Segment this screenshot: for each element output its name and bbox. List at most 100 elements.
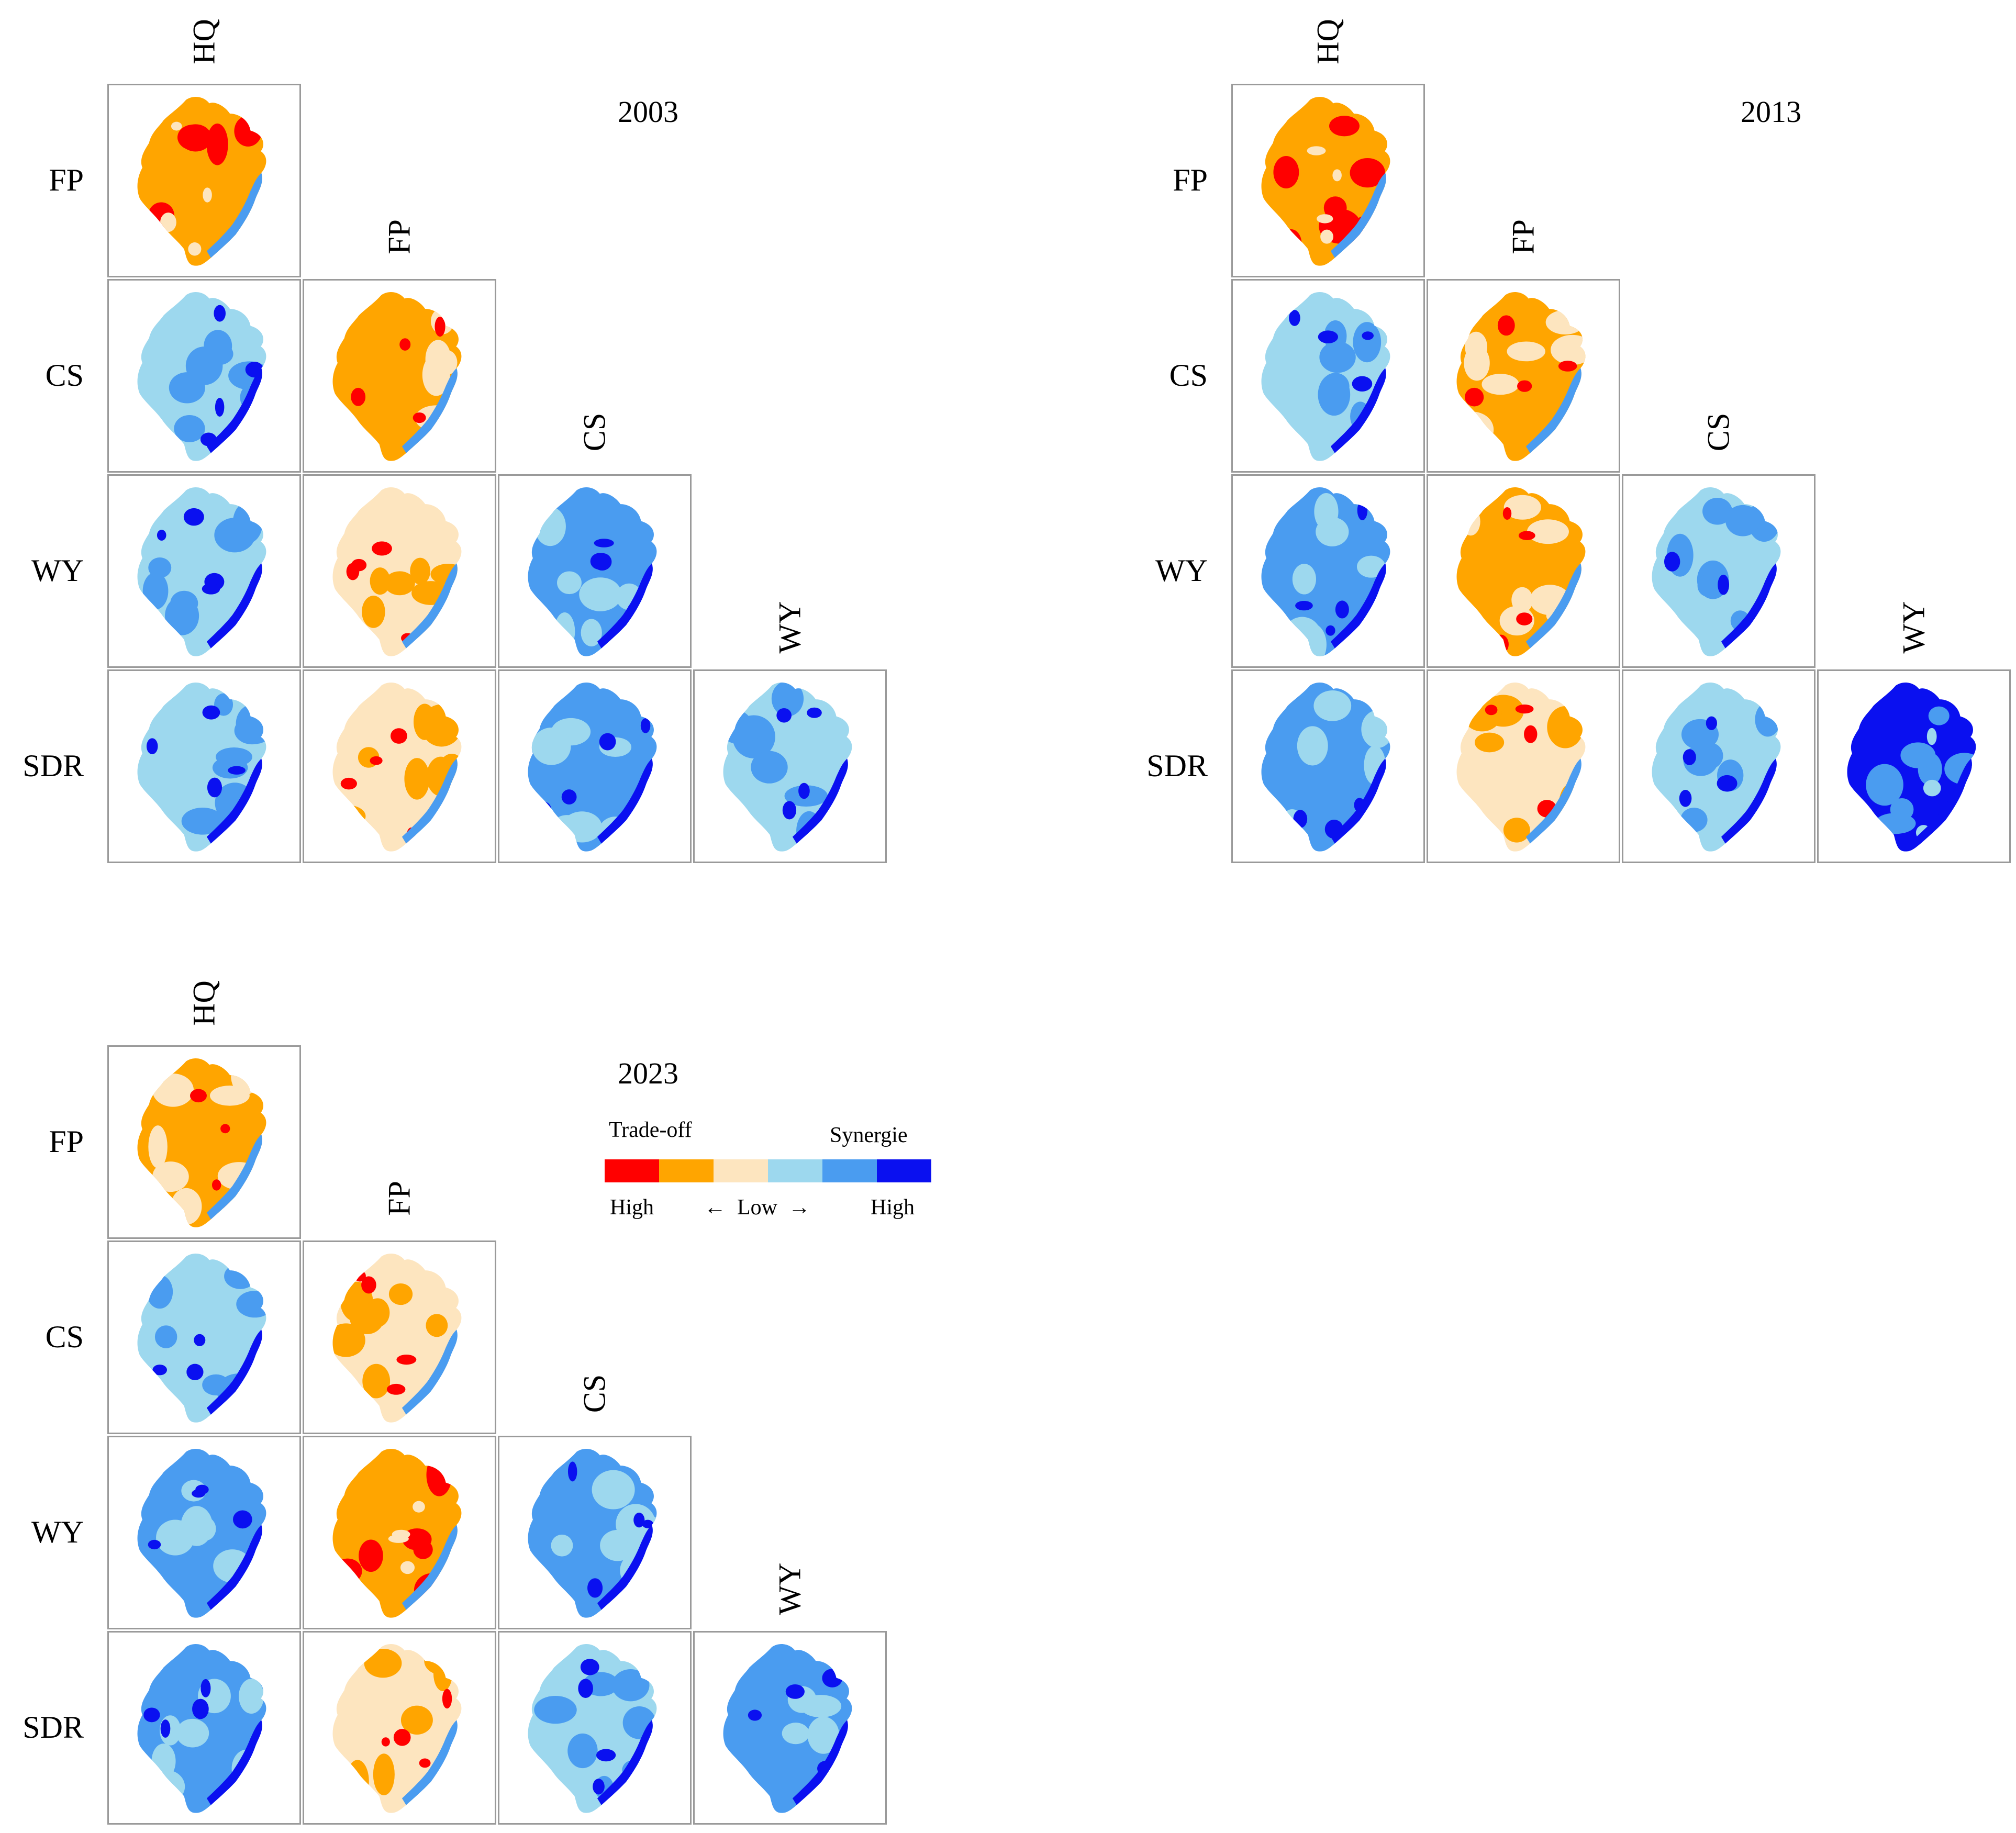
map-svg [1652, 487, 1781, 656]
pattern-patch [1717, 775, 1737, 792]
pattern-patch [1297, 623, 1327, 656]
pattern-patch [1352, 376, 1373, 392]
map-cell-cs-hq [1231, 279, 1425, 473]
pattern-patch [642, 1519, 654, 1528]
pattern-patch [1313, 690, 1352, 721]
pattern-patch [1725, 505, 1761, 537]
pattern-patch [160, 213, 176, 232]
map-svg [137, 292, 266, 461]
pattern-patch [1527, 519, 1569, 544]
pattern-patch [1547, 706, 1584, 748]
pattern-patch [346, 1760, 369, 1803]
pattern-patch [146, 738, 158, 755]
pattern-patch [426, 1454, 452, 1496]
pattern-patch [424, 1647, 460, 1675]
pattern-patch [1314, 493, 1339, 530]
pattern-patch [807, 1716, 840, 1754]
pattern-patch [1558, 361, 1577, 372]
coastal-strip [402, 368, 458, 453]
map-cell-wy-cs [498, 1436, 692, 1629]
pattern-patch [211, 1179, 221, 1191]
pattern-patch [580, 1659, 599, 1675]
pattern-patch [194, 1516, 216, 1541]
pattern-patch [214, 305, 226, 322]
legend-high-left: High [610, 1195, 654, 1220]
pattern-patch [1350, 158, 1385, 188]
pattern-patch [443, 1784, 462, 1807]
pattern-patch [419, 1758, 431, 1768]
pattern-patch [1511, 587, 1533, 613]
map-cell-sdr-cs [498, 1631, 692, 1825]
coastal-strip [206, 1134, 262, 1220]
pattern-patch [201, 1679, 211, 1697]
pattern-patch [434, 1573, 462, 1599]
coastal-strip [597, 1525, 653, 1610]
map-cell-fp-hq [107, 1045, 301, 1239]
pattern-patch [534, 507, 566, 546]
coastal-strip [597, 563, 653, 649]
map-svg [332, 487, 462, 656]
pattern-patch [393, 1729, 411, 1746]
pattern-patch [1706, 716, 1717, 730]
col-label-fp: FP [382, 1181, 417, 1216]
pattern-patch [373, 1753, 395, 1796]
map-cell-wy-hq [1231, 474, 1425, 668]
coastal-strip [206, 1329, 262, 1415]
map-svg [1652, 683, 1781, 852]
pattern-patch [141, 218, 165, 257]
pattern-patch [228, 766, 246, 775]
pattern-patch [351, 558, 367, 572]
pattern-patch [732, 720, 762, 741]
map-svg [332, 292, 462, 461]
pattern-patch [1524, 725, 1538, 743]
col-label-wy: WY [772, 1562, 807, 1615]
pattern-patch [1295, 600, 1313, 611]
pattern-patch [236, 1291, 266, 1318]
map-svg [137, 1254, 266, 1423]
map-cell-cs-hq [107, 279, 301, 473]
pattern-patch [594, 539, 614, 547]
map-svg [332, 1644, 462, 1813]
col-label-cs: CS [577, 1374, 612, 1413]
map-svg [1456, 487, 1586, 656]
pattern-patch [798, 783, 810, 799]
coastal-strip [1330, 563, 1386, 649]
pattern-patch [171, 121, 182, 131]
map-cell-sdr-hq [107, 1631, 301, 1825]
pattern-patch [1326, 625, 1335, 636]
pattern-patch [148, 1125, 168, 1168]
map-svg [1261, 487, 1390, 656]
coastal-strip [206, 368, 262, 453]
pattern-patch [145, 1769, 185, 1804]
pattern-patch [202, 1374, 230, 1396]
row-label-wy: WY [31, 1515, 84, 1549]
pattern-patch [1517, 380, 1532, 392]
pattern-patch [771, 683, 804, 717]
map-cell-cs-hq [107, 1240, 301, 1434]
row-label-sdr: SDR [23, 1710, 84, 1745]
pattern-patch [234, 115, 262, 147]
map-cell-sdr-hq [1231, 669, 1425, 863]
pattern-patch [1293, 810, 1308, 828]
pattern-patch [1317, 214, 1333, 223]
map-cell-sdr-wy [693, 1631, 887, 1825]
pattern-patch [1261, 610, 1289, 645]
pattern-patch [384, 571, 415, 596]
pattern-patch [807, 707, 822, 718]
row-label-fp: FP [49, 163, 84, 197]
legend-tradeoff-label: Trade-off [609, 1118, 692, 1142]
pattern-patch [1923, 779, 1941, 797]
pattern-patch [396, 1355, 417, 1365]
legend-low-label: ← Low → [704, 1195, 810, 1220]
map-svg [723, 1644, 852, 1813]
pattern-patch [234, 717, 266, 745]
pattern-patch [531, 728, 571, 765]
pattern-patch [152, 1074, 194, 1107]
pattern-patch [362, 1363, 391, 1399]
map-cell-sdr-wy [693, 669, 887, 863]
pattern-patch [785, 1684, 805, 1699]
legend-swatch-synergy-low [768, 1159, 822, 1182]
pattern-patch [413, 1501, 425, 1513]
map-svg [1456, 292, 1586, 461]
map-cell-wy-cs [498, 474, 692, 668]
